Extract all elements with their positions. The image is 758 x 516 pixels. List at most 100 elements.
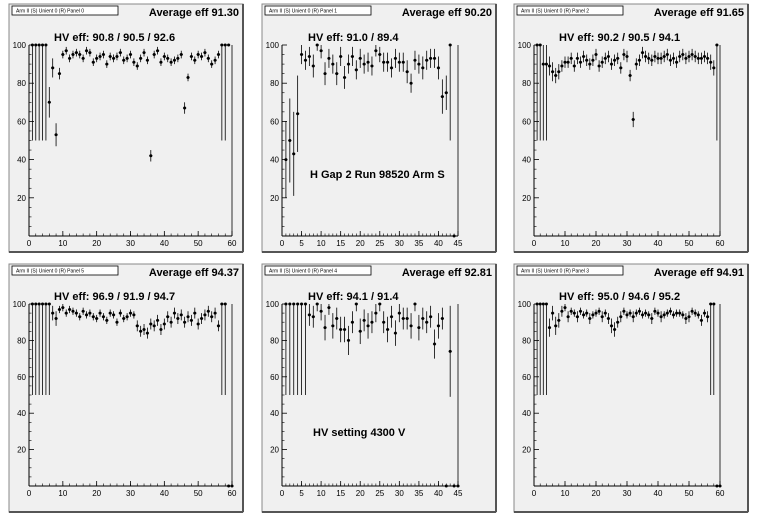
data-point [672, 313, 675, 317]
hv-eff-label: HV eff: 96.9 / 91.9 / 94.7 [54, 291, 175, 303]
data-point [440, 95, 444, 99]
x-tick-label: 45 [454, 489, 463, 498]
data-point [206, 56, 210, 60]
data-point [560, 309, 564, 313]
data-point [196, 322, 200, 326]
data-point [303, 302, 307, 306]
data-point [393, 331, 397, 335]
data-point [696, 56, 700, 60]
data-point [456, 484, 460, 488]
data-point [382, 60, 386, 64]
y-tick-label: 80 [522, 79, 531, 88]
data-point [678, 54, 682, 58]
data-point [405, 70, 409, 74]
average-eff-label: Average eff 90.20 [402, 7, 492, 19]
data-point [145, 331, 149, 335]
y-tick-label: 80 [17, 336, 26, 345]
data-point [132, 60, 136, 64]
data-point [156, 318, 160, 322]
data-point [284, 158, 288, 162]
data-point [162, 54, 166, 58]
data-point [665, 53, 669, 57]
data-point [628, 311, 632, 315]
y-tick-label: 100 [518, 41, 532, 50]
data-point [706, 315, 710, 319]
data-point [634, 62, 638, 66]
x-tick-label: 10 [317, 489, 326, 498]
y-tick-label: 20 [522, 194, 531, 203]
data-point [575, 315, 579, 319]
data-point [588, 62, 592, 66]
data-point [54, 133, 58, 137]
data-point [112, 313, 116, 317]
data-point [551, 311, 555, 315]
data-point [288, 139, 292, 142]
data-point [323, 72, 327, 76]
data-point [647, 313, 651, 317]
data-point [715, 484, 719, 488]
y-tick-label: 40 [270, 156, 279, 165]
chart-panel-0: Arm II (S) Unient 0 (R) Panel 0 Average e… [8, 3, 244, 253]
x-tick-label: 0 [280, 239, 285, 248]
data-point [339, 327, 343, 331]
data-point [54, 317, 58, 321]
data-point [409, 81, 413, 85]
data-point [370, 320, 374, 324]
data-point [186, 315, 190, 319]
data-point [641, 313, 644, 317]
data-point [292, 302, 296, 306]
x-tick-label: 20 [592, 239, 601, 248]
x-tick-label: 15 [336, 489, 345, 498]
data-point [672, 56, 675, 60]
data-point [346, 338, 350, 342]
data-point [718, 484, 722, 488]
data-point [44, 43, 48, 47]
data-point [401, 60, 405, 64]
data-point [610, 62, 613, 66]
data-point [223, 43, 227, 47]
y-tick-label: 80 [270, 336, 279, 345]
panel-annotation: HV setting 4300 V [313, 427, 406, 439]
x-tick-label: 0 [27, 239, 32, 248]
data-point [425, 320, 429, 324]
data-point [557, 70, 561, 74]
y-tick-label: 60 [270, 373, 279, 382]
data-point [169, 60, 173, 64]
data-point [288, 302, 292, 306]
data-point [417, 326, 421, 330]
data-point [653, 54, 657, 58]
data-point [203, 313, 207, 317]
data-point [712, 66, 716, 70]
data-point [709, 302, 713, 306]
data-point [554, 324, 558, 328]
data-point [98, 54, 102, 58]
data-point [78, 315, 82, 319]
data-point [319, 309, 323, 313]
data-point [405, 317, 409, 321]
title-box-text: Arm II (S) Unient 0 (R) Panel 3 [521, 269, 589, 275]
data-point [541, 302, 545, 306]
data-point [563, 306, 567, 310]
data-point [557, 318, 561, 322]
hv-eff-label: HV eff: 90.8 / 90.5 / 92.6 [54, 32, 175, 44]
panel-background [8, 3, 244, 253]
x-tick-label: 10 [561, 239, 570, 248]
data-point [200, 317, 204, 321]
data-point [145, 58, 149, 62]
data-point [378, 302, 382, 306]
data-point [421, 66, 425, 70]
data-point [105, 62, 109, 66]
data-point [693, 54, 697, 58]
data-point [597, 64, 601, 68]
data-point [91, 315, 95, 319]
data-point [350, 54, 354, 58]
title-box [516, 5, 624, 16]
data-point [346, 62, 350, 66]
y-tick-label: 80 [270, 79, 279, 88]
data-point [135, 64, 139, 68]
data-point [397, 311, 401, 315]
data-point [159, 327, 163, 331]
data-point [699, 318, 703, 322]
title-box [11, 265, 119, 276]
